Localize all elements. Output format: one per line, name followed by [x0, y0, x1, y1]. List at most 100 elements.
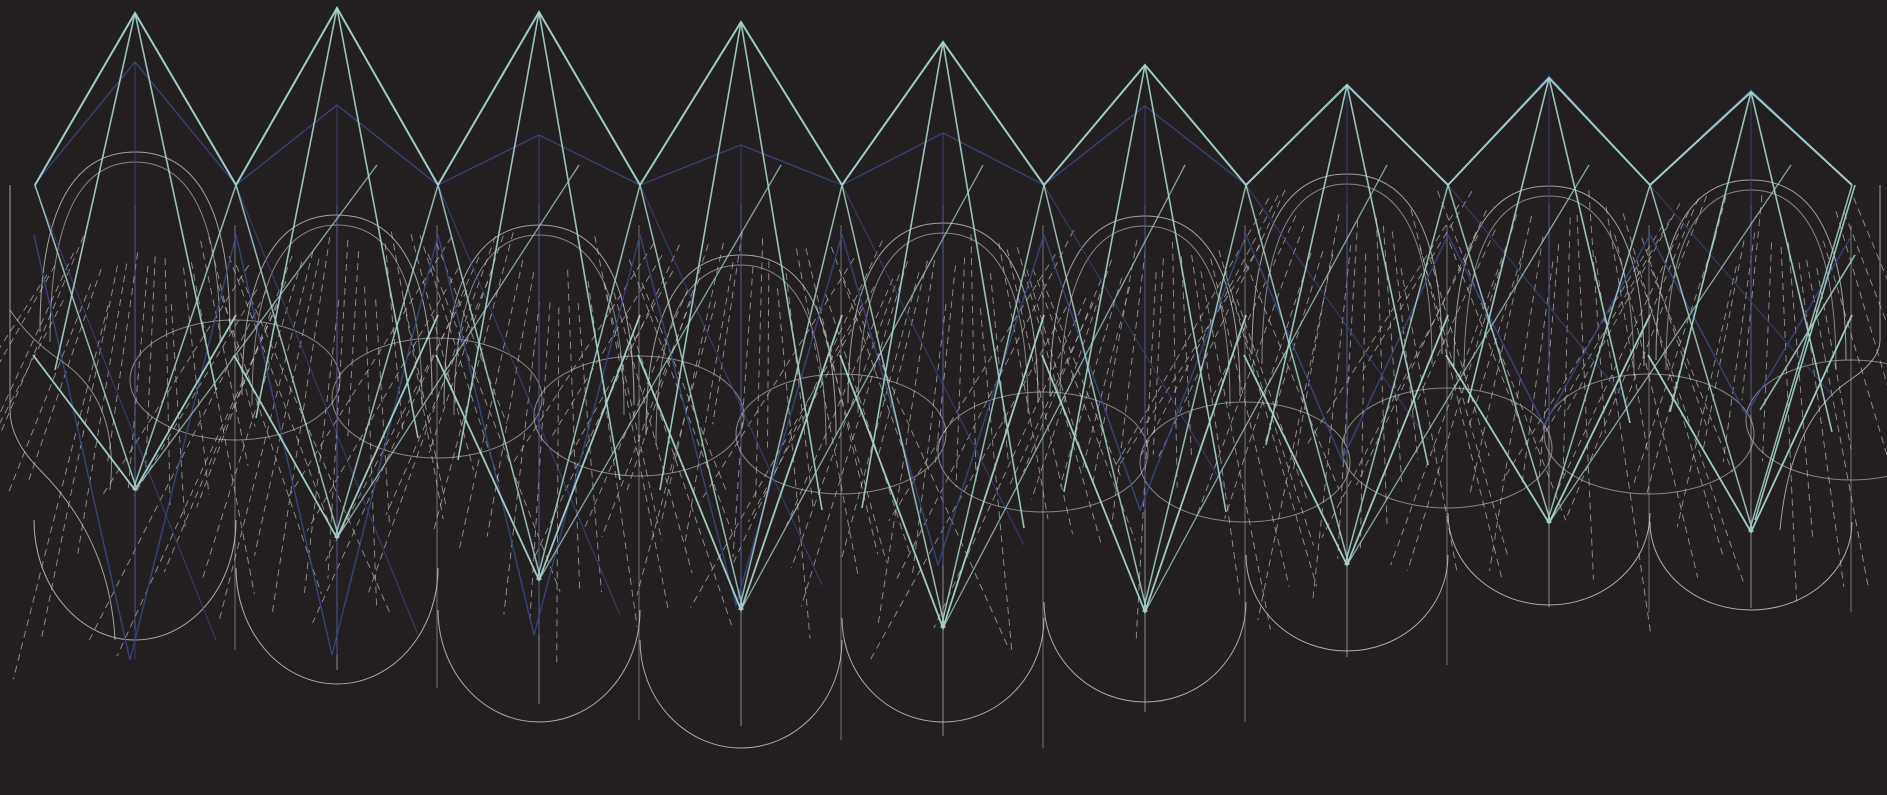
dashed-line — [912, 303, 947, 575]
dashed-line — [625, 244, 709, 494]
teal-sweep — [1144, 164, 1388, 613]
dashed-line — [1419, 247, 1508, 555]
arc-lower — [639, 639, 843, 749]
teal-diagonal — [1142, 184, 1247, 613]
arc-lower — [1649, 521, 1853, 611]
dashed-line — [998, 242, 1049, 520]
dashed-line — [1118, 245, 1261, 466]
navy-cross — [1245, 184, 1429, 441]
dashed-line — [1292, 214, 1340, 472]
dashed-line — [888, 254, 1056, 522]
dashed-line — [432, 232, 514, 533]
teal-diagonal — [235, 184, 340, 539]
teal-diagonal — [1245, 184, 1350, 566]
dashed-line — [777, 288, 811, 639]
dashed-line — [601, 277, 701, 538]
teal-diagonal — [841, 184, 946, 629]
dashed-line — [979, 308, 1013, 652]
dashed-line — [1135, 272, 1157, 641]
dashed-line — [1741, 195, 1763, 401]
teal-cross-left — [1265, 84, 1348, 446]
dashed-line — [287, 236, 452, 498]
navy-cross — [33, 184, 217, 641]
dashed-line — [1081, 286, 1131, 470]
dashed-line — [106, 252, 139, 467]
dashed-line — [410, 234, 474, 471]
dashed-line — [127, 265, 149, 493]
dashed-line — [1588, 190, 1606, 434]
teal-cross-right — [942, 41, 1025, 529]
dashed-line — [529, 302, 551, 619]
dashed-line — [1562, 217, 1571, 475]
teal-sweep — [538, 164, 782, 581]
dashed-line — [1835, 211, 1887, 386]
dashed-line — [935, 265, 956, 463]
dashed-line — [235, 264, 391, 613]
dashed-line — [795, 248, 859, 576]
dashed-line — [218, 251, 314, 623]
navy-valley — [841, 234, 1045, 568]
dashed-line — [830, 246, 905, 454]
dashed-line — [1356, 210, 1487, 486]
dashed-line — [1853, 197, 1887, 281]
dashed-line — [755, 238, 764, 500]
dashed-line — [1409, 229, 1496, 416]
dashed-line — [785, 272, 814, 509]
navy-valley — [235, 234, 439, 656]
dashed-line — [1257, 253, 1334, 621]
dashed-line — [7, 283, 92, 496]
teal-cross-right — [1750, 91, 1833, 433]
dashed-line — [0, 252, 75, 415]
teal-cross-right — [740, 21, 823, 511]
dashed-line — [1210, 258, 1290, 587]
navy-cross — [1043, 184, 1227, 491]
dashed-line — [164, 258, 171, 509]
navy-valley — [1447, 234, 1651, 427]
dashed-line — [1410, 209, 1503, 580]
dashed-line — [364, 286, 378, 607]
dashed-line — [1152, 258, 1164, 455]
arc-mid-ellipse — [937, 391, 1149, 513]
dashed-line — [1245, 263, 1339, 489]
dashed-line — [1407, 214, 1518, 572]
dashed-line — [877, 260, 928, 459]
navy-valley — [1043, 234, 1247, 513]
dashed-line — [0, 265, 56, 363]
teal-cross-right — [1346, 84, 1429, 466]
dashed-line — [636, 301, 717, 596]
dashed-line — [641, 282, 728, 494]
teal-diagonal — [1344, 184, 1449, 566]
dashed-line — [1521, 261, 1554, 488]
dashed-line — [868, 306, 1068, 662]
dashed-line — [1321, 235, 1479, 538]
dashed-line — [1614, 234, 1699, 578]
dashed-line — [170, 304, 186, 532]
dashed-line — [1557, 211, 1690, 490]
edge-curve-left — [9, 185, 116, 641]
dashed-line — [613, 292, 693, 574]
teal-diagonal — [34, 184, 138, 491]
dashed-line — [459, 260, 524, 549]
navy-line-layer — [33, 61, 1853, 661]
arc-mid-ellipse — [1745, 359, 1887, 481]
navy-cross — [841, 184, 1025, 546]
dashed-line — [1337, 220, 1359, 559]
dashed-line — [419, 234, 501, 487]
dashed-line — [699, 257, 855, 503]
dashed-line — [0, 274, 48, 349]
dashed-line — [1566, 198, 1699, 517]
dashed-line — [1031, 259, 1112, 500]
teal-sweep — [336, 164, 580, 539]
teal-cross-left — [54, 12, 136, 371]
navy-cross — [1447, 184, 1631, 406]
dashed-line — [816, 305, 887, 563]
navy-cross — [235, 184, 419, 636]
dashed-line — [583, 289, 689, 531]
dashed-line — [1400, 268, 1458, 573]
teal-cross-right — [134, 12, 217, 391]
teal-cross-right — [1548, 77, 1631, 424]
dashed-line — [800, 261, 908, 607]
teal-cross-left — [1467, 77, 1550, 404]
dashed-line — [385, 280, 489, 515]
dashed-line — [1489, 236, 1544, 571]
